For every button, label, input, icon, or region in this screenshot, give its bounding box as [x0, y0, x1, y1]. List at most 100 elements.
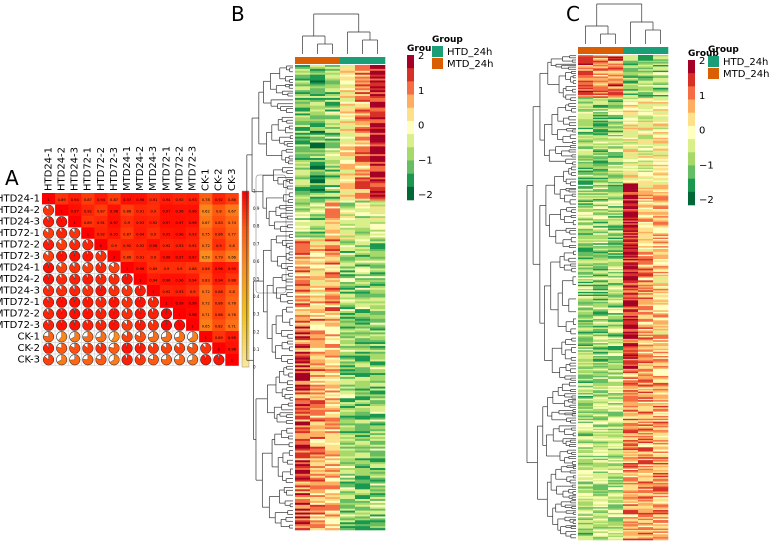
heatmap-cell — [310, 78, 326, 81]
heatmap-cell — [370, 78, 386, 81]
heatmap-cell — [623, 233, 639, 236]
heatmap-cell — [623, 240, 639, 243]
heatmap-cell — [370, 446, 386, 449]
heatmap-cell — [340, 187, 356, 190]
heatmap-cell — [638, 144, 654, 147]
row-label: HTD24-3 — [0, 217, 40, 228]
heatmap-cell — [370, 214, 386, 217]
heatmap-cell — [340, 136, 356, 139]
heatmap-cell — [623, 206, 639, 208]
heatmap-cell — [593, 528, 609, 531]
heatmap-cell — [295, 276, 311, 279]
heatmap-cell — [638, 80, 654, 83]
heatmap-cell — [608, 306, 624, 308]
heatmap-cell — [325, 258, 341, 261]
heatmap-cell — [623, 286, 639, 288]
heatmap-cell — [355, 464, 371, 467]
heatmap-cell — [623, 462, 639, 465]
heatmap-cell — [578, 492, 594, 495]
heatmap-cell — [653, 143, 669, 146]
heatmap-cell — [340, 429, 356, 432]
heatmap-cell — [295, 444, 311, 447]
heatmap-cell — [593, 196, 609, 198]
heatmap-cell — [340, 421, 356, 424]
heatmap-cell — [638, 491, 654, 494]
heatmap-cell — [638, 508, 654, 511]
heatmap-cell — [608, 470, 624, 472]
heatmap-cell — [340, 355, 356, 358]
heatmap-cell — [593, 478, 609, 481]
heatmap-cell — [310, 245, 326, 248]
pie-slice — [69, 342, 81, 354]
heatmap-cell — [608, 301, 624, 304]
heatmap-cell — [593, 360, 609, 362]
heatmap-cell — [340, 423, 356, 426]
heatmap-cell — [653, 484, 669, 487]
heatmap-cell — [638, 428, 654, 431]
heatmap-cell — [370, 270, 386, 273]
heatmap-cell — [593, 243, 609, 246]
heatmap-cell — [355, 183, 371, 186]
correlation-cell — [120, 239, 134, 251]
heatmap-cell — [295, 504, 311, 508]
heatmap-cell — [638, 104, 654, 107]
heatmap-cell — [310, 107, 326, 110]
heatmap-cell — [623, 447, 639, 450]
heatmap-cell — [578, 152, 594, 154]
heatmap-cell — [608, 204, 624, 207]
heatmap-cell — [578, 219, 594, 221]
heatmap-cell — [593, 127, 609, 130]
colorbar-segment — [242, 363, 249, 368]
heatmap-cell — [638, 57, 654, 60]
heatmap-cell — [653, 130, 669, 133]
heatmap-cell — [653, 306, 669, 308]
heatmap-cell — [355, 113, 371, 116]
heatmap-cell — [638, 77, 654, 80]
heatmap-cell — [638, 241, 654, 244]
heatmap-cell — [608, 64, 624, 67]
heatmap-cell — [310, 406, 326, 409]
heatmap-cell — [638, 211, 654, 214]
heatmap-cell — [593, 371, 609, 374]
correlation-cell — [81, 227, 95, 240]
pie-slice — [82, 285, 94, 297]
heatmap-cell — [623, 183, 639, 186]
heatmap-cell — [325, 336, 341, 339]
heatmap-cell — [370, 462, 386, 465]
correlation-cell — [120, 204, 134, 217]
heatmap-cell — [608, 373, 624, 375]
heatmap-cell — [638, 64, 654, 67]
heatmap-cell — [295, 363, 311, 366]
heatmap-cell — [295, 384, 311, 387]
heatmap-cell — [638, 284, 654, 287]
heatmap-cell — [295, 140, 311, 143]
heatmap-cell — [310, 256, 326, 260]
heatmap-cell — [623, 371, 639, 374]
heatmap-cell — [593, 146, 609, 149]
heatmap-cell — [310, 316, 326, 320]
heatmap-cell — [653, 296, 669, 298]
heatmap-cell — [355, 330, 371, 333]
heatmap-cell — [593, 518, 609, 521]
heatmap-cell — [638, 273, 654, 275]
heatmap-cell — [578, 454, 594, 457]
heatmap-cell — [325, 487, 341, 490]
heatmap-cell — [593, 361, 609, 364]
heatmap-cell — [623, 96, 639, 99]
heatmap-cell — [325, 497, 341, 500]
heatmap-cell — [325, 518, 341, 521]
heatmap-cell — [608, 207, 624, 210]
heatmap-cell — [623, 408, 639, 411]
heatmap-cell — [310, 167, 326, 170]
heatmap-cell — [370, 208, 386, 211]
heatmap-cell — [310, 163, 326, 167]
heatmap-cell — [370, 109, 386, 112]
heatmap-cell — [578, 164, 594, 167]
heatmap-cell — [608, 424, 624, 427]
heatmap-cell — [355, 136, 371, 139]
heatmap-cell — [310, 150, 326, 153]
heatmap-cell — [355, 491, 371, 494]
heatmap-cell — [295, 510, 311, 513]
heatmap-cell — [325, 334, 341, 337]
heatmap-cell — [295, 481, 311, 484]
